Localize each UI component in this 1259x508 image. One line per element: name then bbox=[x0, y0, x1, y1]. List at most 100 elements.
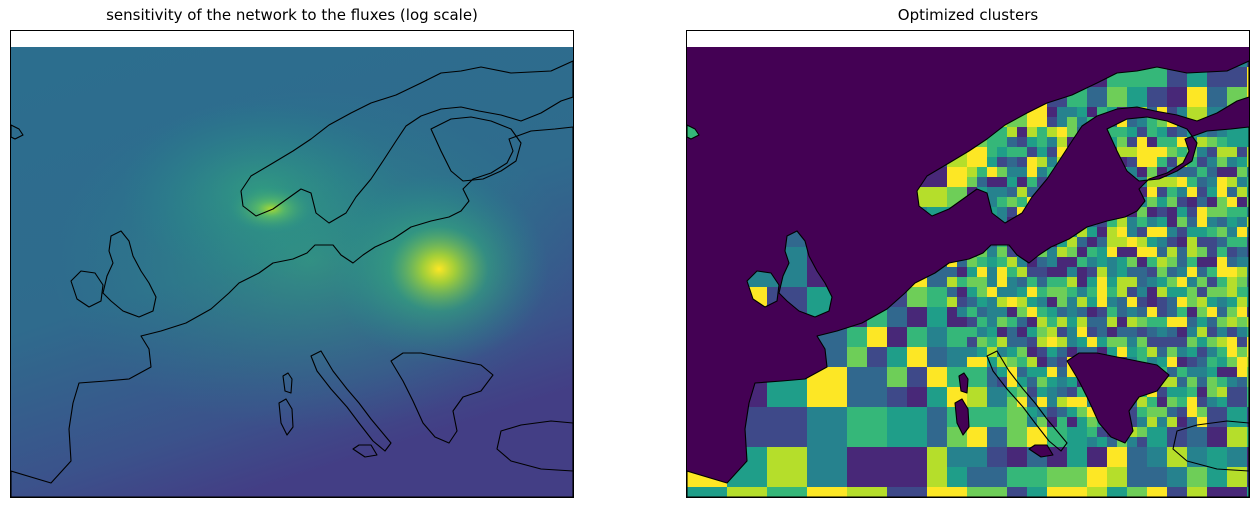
cluster-cell bbox=[1077, 267, 1087, 277]
cluster-cell bbox=[1157, 317, 1167, 327]
cluster-cell bbox=[1137, 327, 1147, 337]
cluster-cell bbox=[1087, 467, 1107, 487]
cluster-cell bbox=[997, 177, 1007, 187]
cluster-cell bbox=[1037, 287, 1047, 297]
cluster-cell bbox=[1187, 217, 1197, 227]
cluster-cell bbox=[1157, 127, 1167, 137]
cluster-cell bbox=[1227, 347, 1237, 357]
cluster-cell bbox=[1037, 337, 1047, 347]
cluster-cell bbox=[1227, 257, 1237, 267]
cluster-cell bbox=[1047, 487, 1067, 497]
cluster-cell bbox=[1227, 237, 1237, 247]
cluster-cell bbox=[987, 357, 997, 367]
cluster-cell bbox=[847, 367, 887, 407]
cluster-cell bbox=[1167, 257, 1177, 267]
cluster-cell bbox=[1017, 177, 1027, 187]
cluster-cell bbox=[1157, 287, 1167, 297]
cluster-cell bbox=[1137, 287, 1147, 297]
cluster-cell bbox=[1037, 377, 1047, 387]
cluster-cell bbox=[1027, 357, 1037, 367]
cluster-cell bbox=[947, 347, 967, 367]
cluster-cell bbox=[1127, 157, 1137, 167]
cluster-cell bbox=[1127, 347, 1137, 357]
cluster-cell bbox=[1227, 297, 1237, 307]
cluster-cell bbox=[1197, 217, 1207, 227]
cluster-cell bbox=[1187, 387, 1197, 397]
cluster-cell bbox=[1197, 317, 1207, 327]
cluster-cell bbox=[1167, 387, 1177, 397]
cluster-cell bbox=[1247, 487, 1249, 497]
cluster-cell bbox=[1197, 377, 1207, 387]
cluster-cell bbox=[1147, 87, 1167, 107]
cluster-cell bbox=[1227, 337, 1237, 347]
cluster-cell bbox=[1027, 487, 1047, 497]
cluster-cell bbox=[1027, 137, 1037, 147]
cluster-cell bbox=[1067, 397, 1077, 407]
cluster-cell bbox=[1187, 157, 1197, 167]
cluster-cell bbox=[1117, 347, 1127, 357]
cluster-cell bbox=[1057, 407, 1067, 417]
cluster-cell bbox=[1207, 247, 1217, 257]
cluster-cell bbox=[947, 267, 957, 277]
cluster-cell bbox=[887, 307, 907, 327]
cluster-cell bbox=[1137, 417, 1147, 427]
cluster-cell bbox=[1007, 397, 1017, 407]
cluster-cell bbox=[1047, 387, 1057, 397]
cluster-cell bbox=[1247, 227, 1249, 237]
cluster-cell bbox=[1177, 417, 1187, 427]
cluster-cell bbox=[1137, 257, 1147, 267]
cluster-cell bbox=[1167, 197, 1177, 207]
cluster-cell bbox=[907, 347, 927, 367]
cluster-cell bbox=[1207, 277, 1217, 287]
cluster-cell bbox=[1137, 117, 1147, 127]
cluster-cell bbox=[1147, 467, 1167, 487]
cluster-cell bbox=[1227, 167, 1237, 177]
cluster-cell bbox=[1247, 187, 1249, 197]
cluster-cell bbox=[1207, 317, 1217, 327]
cluster-cell bbox=[1157, 187, 1167, 197]
cluster-cell bbox=[1047, 327, 1057, 337]
cluster-cell bbox=[887, 327, 907, 347]
cluster-cell bbox=[847, 327, 867, 347]
cluster-cell bbox=[1167, 397, 1177, 407]
cluster-cell bbox=[1177, 107, 1187, 117]
coastline-sardinia bbox=[278, 398, 294, 436]
cluster-cell bbox=[1127, 467, 1147, 487]
cluster-cell bbox=[1047, 367, 1057, 377]
cluster-cell bbox=[1187, 357, 1197, 367]
cluster-cell bbox=[1037, 277, 1047, 287]
cluster-cell bbox=[1157, 207, 1167, 217]
cluster-cell bbox=[1137, 407, 1147, 417]
cluster-cell bbox=[1147, 447, 1167, 467]
cluster-cell bbox=[1177, 237, 1187, 247]
cluster-cell bbox=[1187, 367, 1197, 377]
cluster-cell bbox=[1047, 147, 1057, 157]
cluster-cell bbox=[927, 307, 947, 327]
cluster-cell bbox=[1047, 287, 1057, 297]
cluster-cell bbox=[1247, 447, 1249, 467]
cluster-cell bbox=[1027, 347, 1037, 357]
cluster-cell bbox=[1177, 247, 1187, 257]
cluster-cell bbox=[1197, 417, 1207, 427]
cluster-cell bbox=[1057, 327, 1067, 337]
cluster-cell bbox=[1207, 487, 1247, 497]
cluster-cell bbox=[1117, 267, 1127, 277]
cluster-cell bbox=[987, 297, 997, 307]
cluster-cell bbox=[1187, 257, 1197, 267]
cluster-cell bbox=[1127, 247, 1137, 257]
cluster-cell bbox=[997, 317, 1007, 327]
cluster-cell bbox=[987, 377, 997, 387]
cluster-cell bbox=[767, 407, 807, 447]
cluster-cell bbox=[1227, 377, 1237, 387]
coastline-britain bbox=[102, 230, 157, 318]
coastline-italy bbox=[310, 350, 392, 452]
cluster-cell bbox=[1107, 307, 1117, 317]
cluster-cell bbox=[887, 447, 927, 487]
cluster-cell bbox=[1007, 167, 1017, 177]
cluster-cell bbox=[1147, 347, 1157, 357]
cluster-cell bbox=[1137, 217, 1147, 227]
cluster-cell bbox=[1027, 187, 1037, 197]
cluster-cell bbox=[1017, 357, 1027, 367]
cluster-cell bbox=[987, 467, 1007, 487]
cluster-cell bbox=[987, 277, 997, 287]
